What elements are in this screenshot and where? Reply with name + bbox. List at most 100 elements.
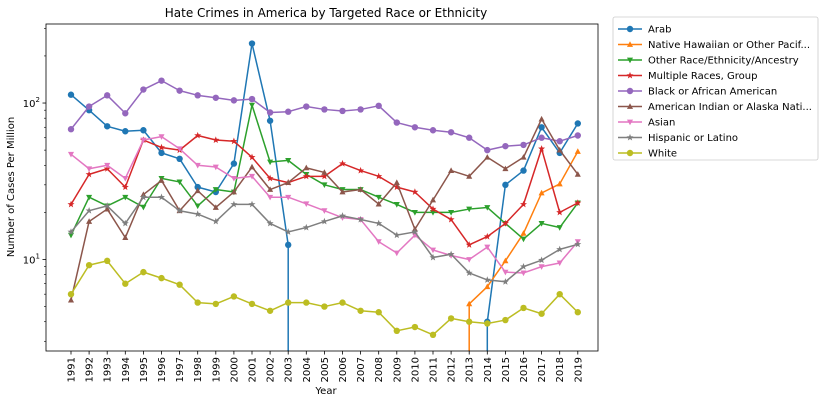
data-point: [429, 127, 437, 134]
series-line-segment: [559, 202, 579, 228]
series-line-segment: [504, 266, 524, 283]
data-point: [357, 307, 364, 314]
legend-frame: [612, 16, 819, 161]
series-line-segment: [233, 175, 253, 180]
series-line-segment: [342, 162, 361, 172]
series-line-segment: [179, 181, 199, 207]
data-point: [85, 207, 93, 214]
series-line-segment: [306, 203, 325, 212]
data-point: [556, 260, 563, 267]
series-line-segment: [306, 167, 325, 174]
x-tick-label: 2009: [392, 357, 403, 382]
data-point: [339, 159, 346, 167]
legend-label: White: [648, 149, 677, 160]
series-line-segment: [541, 222, 560, 229]
x-tick-label: 2015: [501, 357, 512, 382]
y-axis-label: Number of Cases Per Million: [6, 117, 17, 257]
series-line-segment: [432, 317, 452, 336]
legend: Arab Native Hawaiian or Other Pacif... Oth…: [612, 16, 819, 161]
data-point: [484, 146, 491, 154]
data-point: [194, 210, 202, 218]
data-point: [556, 290, 563, 298]
data-point: [230, 160, 238, 167]
data-point: [375, 172, 383, 180]
data-point: [86, 166, 93, 172]
data-point: [176, 87, 183, 94]
data-point: [520, 141, 527, 149]
data-point: [176, 179, 183, 186]
series-line-segment: [522, 118, 543, 158]
series-line-segment: [70, 94, 90, 111]
x-tick-label: 2002: [266, 357, 277, 382]
x-tick-label: 1995: [139, 357, 150, 382]
data-point: [285, 194, 292, 201]
data-point: [466, 318, 473, 325]
data-point: [104, 123, 111, 130]
data-point: [320, 217, 328, 225]
data-point: [104, 257, 111, 265]
data-point: [230, 97, 238, 104]
data-point: [140, 268, 147, 276]
data-point: [447, 315, 455, 322]
data-point: [158, 143, 165, 151]
data-point: [393, 327, 400, 335]
data-point: [448, 209, 455, 216]
x-tick-label: 2012: [447, 357, 458, 382]
legend-swatch-marker: [626, 133, 634, 141]
series-line-segment: [450, 208, 470, 214]
series-line-segment: [468, 156, 488, 177]
x-tick-label: 2006: [338, 357, 349, 382]
data-point: [158, 134, 165, 140]
legend-swatch-marker: [626, 41, 634, 47]
series-line-segment: [269, 181, 289, 191]
x-tick-label: 1992: [85, 357, 96, 382]
x-tick-label: 2005: [320, 357, 331, 382]
data-point: [285, 157, 292, 164]
series-line-segment: [106, 208, 126, 238]
series-line-segment: [378, 105, 398, 124]
data-point: [248, 163, 256, 170]
data-point: [429, 247, 437, 254]
series-line-segment: [414, 191, 434, 210]
series-line-segment: [197, 134, 216, 141]
data-point: [574, 171, 581, 177]
series-line-segment: [450, 253, 470, 274]
data-point: [574, 120, 581, 127]
data-point: [574, 132, 581, 139]
legend-label: Arab: [648, 25, 671, 36]
series-line-segment: [541, 262, 560, 268]
data-point: [502, 142, 509, 150]
data-point: [284, 228, 292, 235]
series-line-segment: [88, 94, 108, 108]
data-point: [67, 290, 75, 298]
series-line-segment: [414, 199, 434, 230]
x-tick-label: 1991: [67, 357, 78, 382]
x-tick-label: 2007: [356, 357, 367, 382]
series-line-segment: [522, 192, 543, 234]
data-point: [393, 201, 400, 208]
legend-entry: White: [618, 149, 677, 160]
data-point: [140, 137, 147, 144]
x-tick-label: 2001: [248, 357, 259, 382]
series-line-segment: [251, 98, 271, 114]
legend-entry: Other Race/Ethnicity/Ancestry: [618, 56, 799, 67]
series-line-segment: [342, 301, 361, 312]
data-point: [321, 208, 328, 214]
data-point: [230, 175, 237, 182]
legend-label: Other Race/Ethnicity/Ancestry: [648, 56, 799, 67]
series-line-segment: [106, 260, 126, 285]
series-line-segment: [540, 148, 561, 213]
data-point: [520, 200, 527, 208]
data-point: [393, 250, 400, 257]
data-point: [302, 223, 310, 231]
series-line-segment: [541, 293, 561, 315]
data-point: [194, 162, 201, 169]
data-point: [501, 219, 509, 227]
data-point: [375, 239, 382, 245]
data-point: [212, 204, 219, 210]
data-point: [393, 179, 400, 186]
data-point: [122, 280, 129, 287]
series-line-segment: [486, 260, 507, 288]
series-line-segment: [197, 164, 216, 168]
legend-swatch-marker: [626, 119, 634, 126]
